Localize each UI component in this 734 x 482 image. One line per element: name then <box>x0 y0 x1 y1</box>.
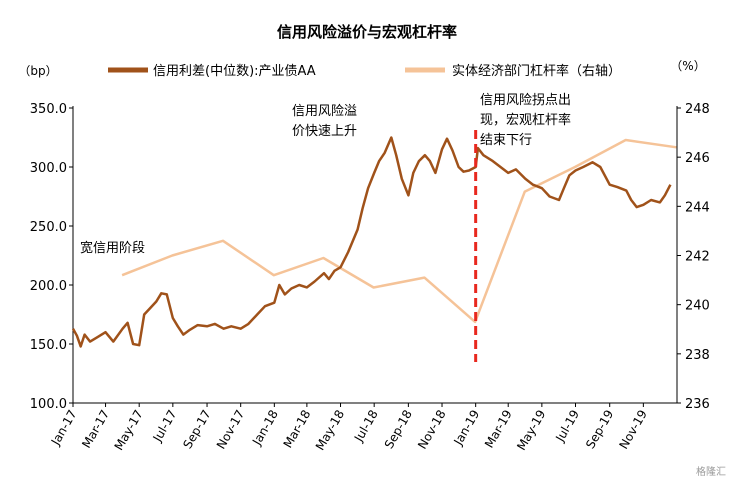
left-tick-label: 150.0 <box>30 338 67 353</box>
annotation-turning-point-line2: 现，宏观杠杆率 <box>480 112 571 128</box>
right-tick-label: 248 <box>685 102 710 117</box>
right-tick-label: 238 <box>685 348 710 363</box>
left-tick-label: 300.0 <box>30 161 67 176</box>
x-tick-label: Jan-19 <box>451 407 483 448</box>
x-tick-label: Sep-19 <box>583 408 616 452</box>
x-tick-label: Jan-18 <box>249 408 281 449</box>
watermark: 格隆汇 <box>696 465 726 478</box>
x-tick-label: Nov-19 <box>616 408 649 452</box>
legend: 信用利差(中位数):产业债AA 实体经济部门杠杆率（右轴） <box>108 63 621 79</box>
x-tick-label: Jul-17 <box>150 408 180 445</box>
legend-label-leverage: 实体经济部门杠杆率（右轴） <box>452 63 621 79</box>
x-tick-label: Jan-17 <box>48 408 80 449</box>
left-tick-label: 350.0 <box>30 102 67 117</box>
annotation-risk-rise-line2: 价快速上升 <box>292 124 357 139</box>
annotation-loose-credit: 宽信用阶段 <box>80 240 145 256</box>
legend-label-credit-spread: 信用利差(中位数):产业债AA <box>153 64 316 79</box>
x-tick-label: Sep-17 <box>180 408 213 452</box>
chart-marks <box>71 130 677 362</box>
right-axis-unit: （%） <box>670 59 705 73</box>
x-tick-label: Mar-19 <box>482 408 515 451</box>
chart-title: 信用风险溢价与宏观杠杆率 <box>277 23 457 41</box>
left-tick-label: 200.0 <box>30 279 67 294</box>
right-tick-label: 240 <box>685 299 710 314</box>
series-line-leverage <box>121 138 677 324</box>
left-axis-unit: （bp） <box>18 64 57 78</box>
axes: 100.0 150.0 200.0 250.0 300.0 350.0 236 238 240 2… <box>30 102 710 453</box>
annotation-turning-point-line3: 结束下行 <box>480 133 532 148</box>
right-tick-label: 236 <box>685 397 710 412</box>
x-tick-label: May-17 <box>112 408 146 453</box>
left-tick-label: 100.0 <box>30 397 67 412</box>
x-tick-label: Jul-19 <box>552 408 582 445</box>
x-tick-label: Mar-17 <box>79 408 112 451</box>
right-tick-label: 244 <box>685 200 710 215</box>
x-tick-label: May-18 <box>313 408 347 453</box>
right-tick-label: 246 <box>685 151 710 166</box>
left-tick-label: 250.0 <box>30 220 67 235</box>
annotation-risk-rise-line1: 信用风险溢 <box>292 104 357 119</box>
x-tick-label: Sep-18 <box>382 408 415 452</box>
x-tick-label: May-19 <box>514 408 548 453</box>
x-tick-label: Nov-17 <box>214 408 247 452</box>
right-tick-label: 242 <box>685 250 710 265</box>
series-line-credit-spread <box>71 136 672 348</box>
x-tick-label: Nov-18 <box>415 408 448 452</box>
annotation-turning-point-line1: 信用风险拐点出 <box>480 93 571 108</box>
x-tick-label: Jul-18 <box>351 408 381 445</box>
x-tick-label: Mar-18 <box>281 408 314 451</box>
